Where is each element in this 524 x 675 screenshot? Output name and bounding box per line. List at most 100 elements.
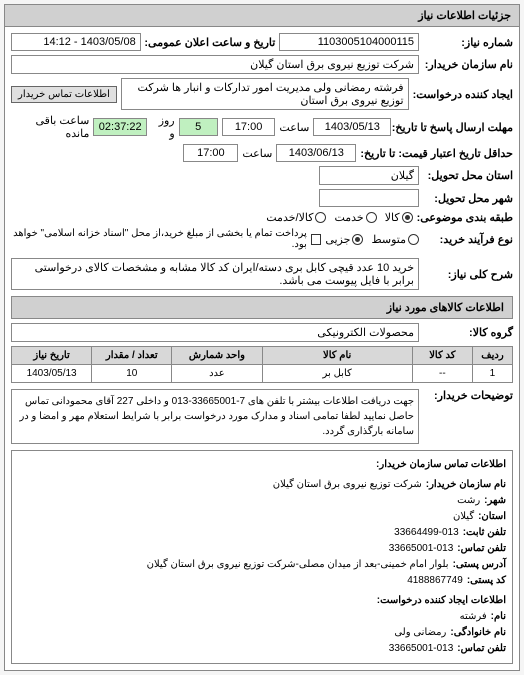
contact-name: فرشته [460, 609, 487, 625]
items-section-title: اطلاعات کالاهای مورد نیاز [11, 296, 513, 319]
radio-icon [366, 212, 377, 223]
province-value: گیلان [319, 166, 419, 185]
deadline-label: مهلت ارسال پاسخ تا تاریخ: [395, 121, 513, 134]
table-cell: 1 [472, 365, 512, 383]
requester-label: نام سازمان خریدار: [423, 58, 513, 71]
panel-title: جزئیات اطلاعات نیاز [5, 5, 519, 27]
validity-date: 1403/06/13 [276, 144, 356, 162]
process-radio-group: متوسط جزیی [325, 233, 419, 246]
table-header-cell: تاریخ نیاز [12, 347, 92, 365]
city-label: شهر محل تحویل: [423, 192, 513, 205]
row-city: شهر محل تحویل: [11, 189, 513, 207]
contact-province: گیلان [453, 509, 474, 525]
row-buyer-notes: توضیحات خریدار: جهت دریافت اطلاعات بیشتر… [11, 389, 513, 444]
row-need-summary: شرح کلی نیاز: خرید 10 عدد قیچی کابل بری … [11, 258, 513, 290]
contact-name-label: نام: [491, 609, 506, 625]
need-summary-label: شرح کلی نیاز: [423, 268, 513, 281]
deadline-time: 17:00 [222, 118, 276, 136]
row-process: نوع فرآیند خرید: متوسط جزیی پرداخت تمام … [11, 228, 513, 250]
requester-value: شرکت توزیع نیروی برق استان گیلان [11, 55, 419, 74]
contact-province-label: استان: [478, 509, 506, 525]
creator-section-title: اطلاعات ایجاد کننده درخواست: [18, 593, 506, 609]
remaining-suffix: ساعت باقی مانده [11, 114, 89, 140]
contact-box: اطلاعات تماس سازمان خریدار: نام سازمان خ… [11, 450, 513, 664]
table-header-cell: ردیف [472, 347, 512, 365]
radio-icon [315, 212, 326, 223]
table-cell: 10 [92, 365, 172, 383]
category-radio-group: کالا خدمت کالا/خدمت [266, 211, 412, 224]
radio-jozi-label: جزیی [325, 233, 350, 246]
radio-khadmat[interactable]: خدمت [334, 211, 376, 224]
creator-value: فرشته رمضانی ولی مدیریت امور تدارکات و ا… [121, 78, 409, 110]
table-header-cell: نام کالا [262, 347, 412, 365]
table-cell: عدد [172, 365, 262, 383]
deadline-date: 1403/05/13 [313, 118, 391, 136]
radio-khadmat-label: خدمت [334, 211, 363, 224]
contact-section-title: اطلاعات تماس سازمان خریدار: [18, 457, 506, 473]
row-province: استان محل تحویل: گیلان [11, 166, 513, 185]
table-header-cell: تعداد / مقدار [92, 347, 172, 365]
creator-label: ایجاد کننده درخواست: [413, 88, 513, 101]
table-cell: -- [412, 365, 472, 383]
table-header-cell: کد کالا [412, 347, 472, 365]
items-table: ردیفکد کالانام کالاواحد شمارشتعداد / مقد… [11, 346, 513, 383]
table-cell: کابل بر [262, 365, 412, 383]
contact-city: رشت [457, 493, 480, 509]
validity-time: 17:00 [183, 144, 238, 162]
row-category: طبقه بندی موضوعی: کالا خدمت کالا/خدمت [11, 211, 513, 224]
radio-kala-label: کالا [385, 211, 400, 224]
remaining-days: 5 [179, 118, 218, 136]
req-number-value: 1103005104000115 [279, 33, 419, 51]
row-items-group: گروه کالا: محصولات الکترونیکی [11, 323, 513, 342]
table-cell: 1403/05/13 [12, 365, 92, 383]
contact-family: رمضانی ولی [394, 625, 446, 641]
remaining-time: 02:37:22 [93, 118, 147, 136]
row-req-number: شماره نیاز: 1103005104000115 تاریخ و ساع… [11, 33, 513, 51]
contact-phone-label: تلفن ثابت: [463, 525, 506, 541]
radio-mostagel[interactable]: متوسط [371, 233, 419, 246]
payment-note: پرداخت تمام یا بخشی از مبلغ خرید،از محل … [11, 228, 307, 250]
contact-tel: 33665001-013 [389, 641, 454, 657]
contact-fax-label: تلفن تماس: [457, 541, 506, 557]
items-group-label: گروه کالا: [423, 326, 513, 339]
remaining-days-label: روز و [151, 114, 175, 140]
contact-family-label: نام خانوادگی: [450, 625, 506, 641]
table-header-row: ردیفکد کالانام کالاواحد شمارشتعداد / مقد… [12, 347, 513, 365]
radio-kala-khadmat[interactable]: کالا/خدمت [266, 211, 326, 224]
contact-fax: 33665001-013 [389, 541, 454, 557]
radio-mostagel-label: متوسط [371, 233, 406, 246]
row-requester: نام سازمان خریدار: شرکت توزیع نیروی برق … [11, 55, 513, 74]
details-panel: جزئیات اطلاعات نیاز شماره نیاز: 11030051… [4, 4, 520, 671]
contact-org: شرکت توزیع نیروی برق استان گیلان [273, 477, 422, 493]
pub-datetime-label: تاریخ و ساعت اعلان عمومی: [145, 36, 276, 49]
contact-postal-label: کد پستی: [467, 573, 506, 589]
radio-jozi[interactable]: جزیی [325, 233, 363, 246]
category-label: طبقه بندی موضوعی: [417, 211, 513, 224]
contact-phone: 33664499-013 [394, 525, 459, 541]
radio-icon [408, 234, 419, 245]
contact-address: بلوار امام خمینی-بعد از میدان مصلی-شرکت … [147, 557, 449, 573]
radio-icon [402, 212, 413, 223]
items-group-value: محصولات الکترونیکی [11, 323, 419, 342]
need-summary-text: خرید 10 عدد قیچی کابل بری دسته/ایران کد … [11, 258, 419, 290]
radio-kala[interactable]: کالا [385, 211, 413, 224]
contact-address-label: آدرس پستی: [453, 557, 506, 573]
table-body: 1--کابل برعدد101403/05/13 [12, 365, 513, 383]
pub-datetime-value: 1403/05/08 - 14:12 [11, 33, 141, 51]
buyer-notes-text: جهت دریافت اطلاعات بیشتر با تلفن های 7-3… [11, 389, 419, 444]
row-deadline: مهلت ارسال پاسخ تا تاریخ: 1403/05/13 ساع… [11, 114, 513, 140]
validity-time-label: ساعت [242, 147, 272, 160]
process-label: نوع فرآیند خرید: [423, 233, 513, 246]
radio-kala-khadmat-label: کالا/خدمت [266, 211, 313, 224]
contact-org-label: نام سازمان خریدار: [426, 477, 506, 493]
table-header-cell: واحد شمارش [172, 347, 262, 365]
contact-tel-label: تلفن تماس: [457, 641, 506, 657]
payment-checkbox[interactable] [311, 234, 322, 245]
panel-body: شماره نیاز: 1103005104000115 تاریخ و ساع… [5, 27, 519, 670]
row-creator: ایجاد کننده درخواست: فرشته رمضانی ولی مد… [11, 78, 513, 110]
validity-label: حداقل تاریخ اعتبار قیمت: تا تاریخ: [360, 147, 513, 160]
contact-info-button[interactable]: اطلاعات تماس خریدار [11, 86, 117, 103]
buyer-notes-label: توضیحات خریدار: [423, 389, 513, 402]
contact-postal: 4188867749 [407, 573, 463, 589]
table-row: 1--کابل برعدد101403/05/13 [12, 365, 513, 383]
